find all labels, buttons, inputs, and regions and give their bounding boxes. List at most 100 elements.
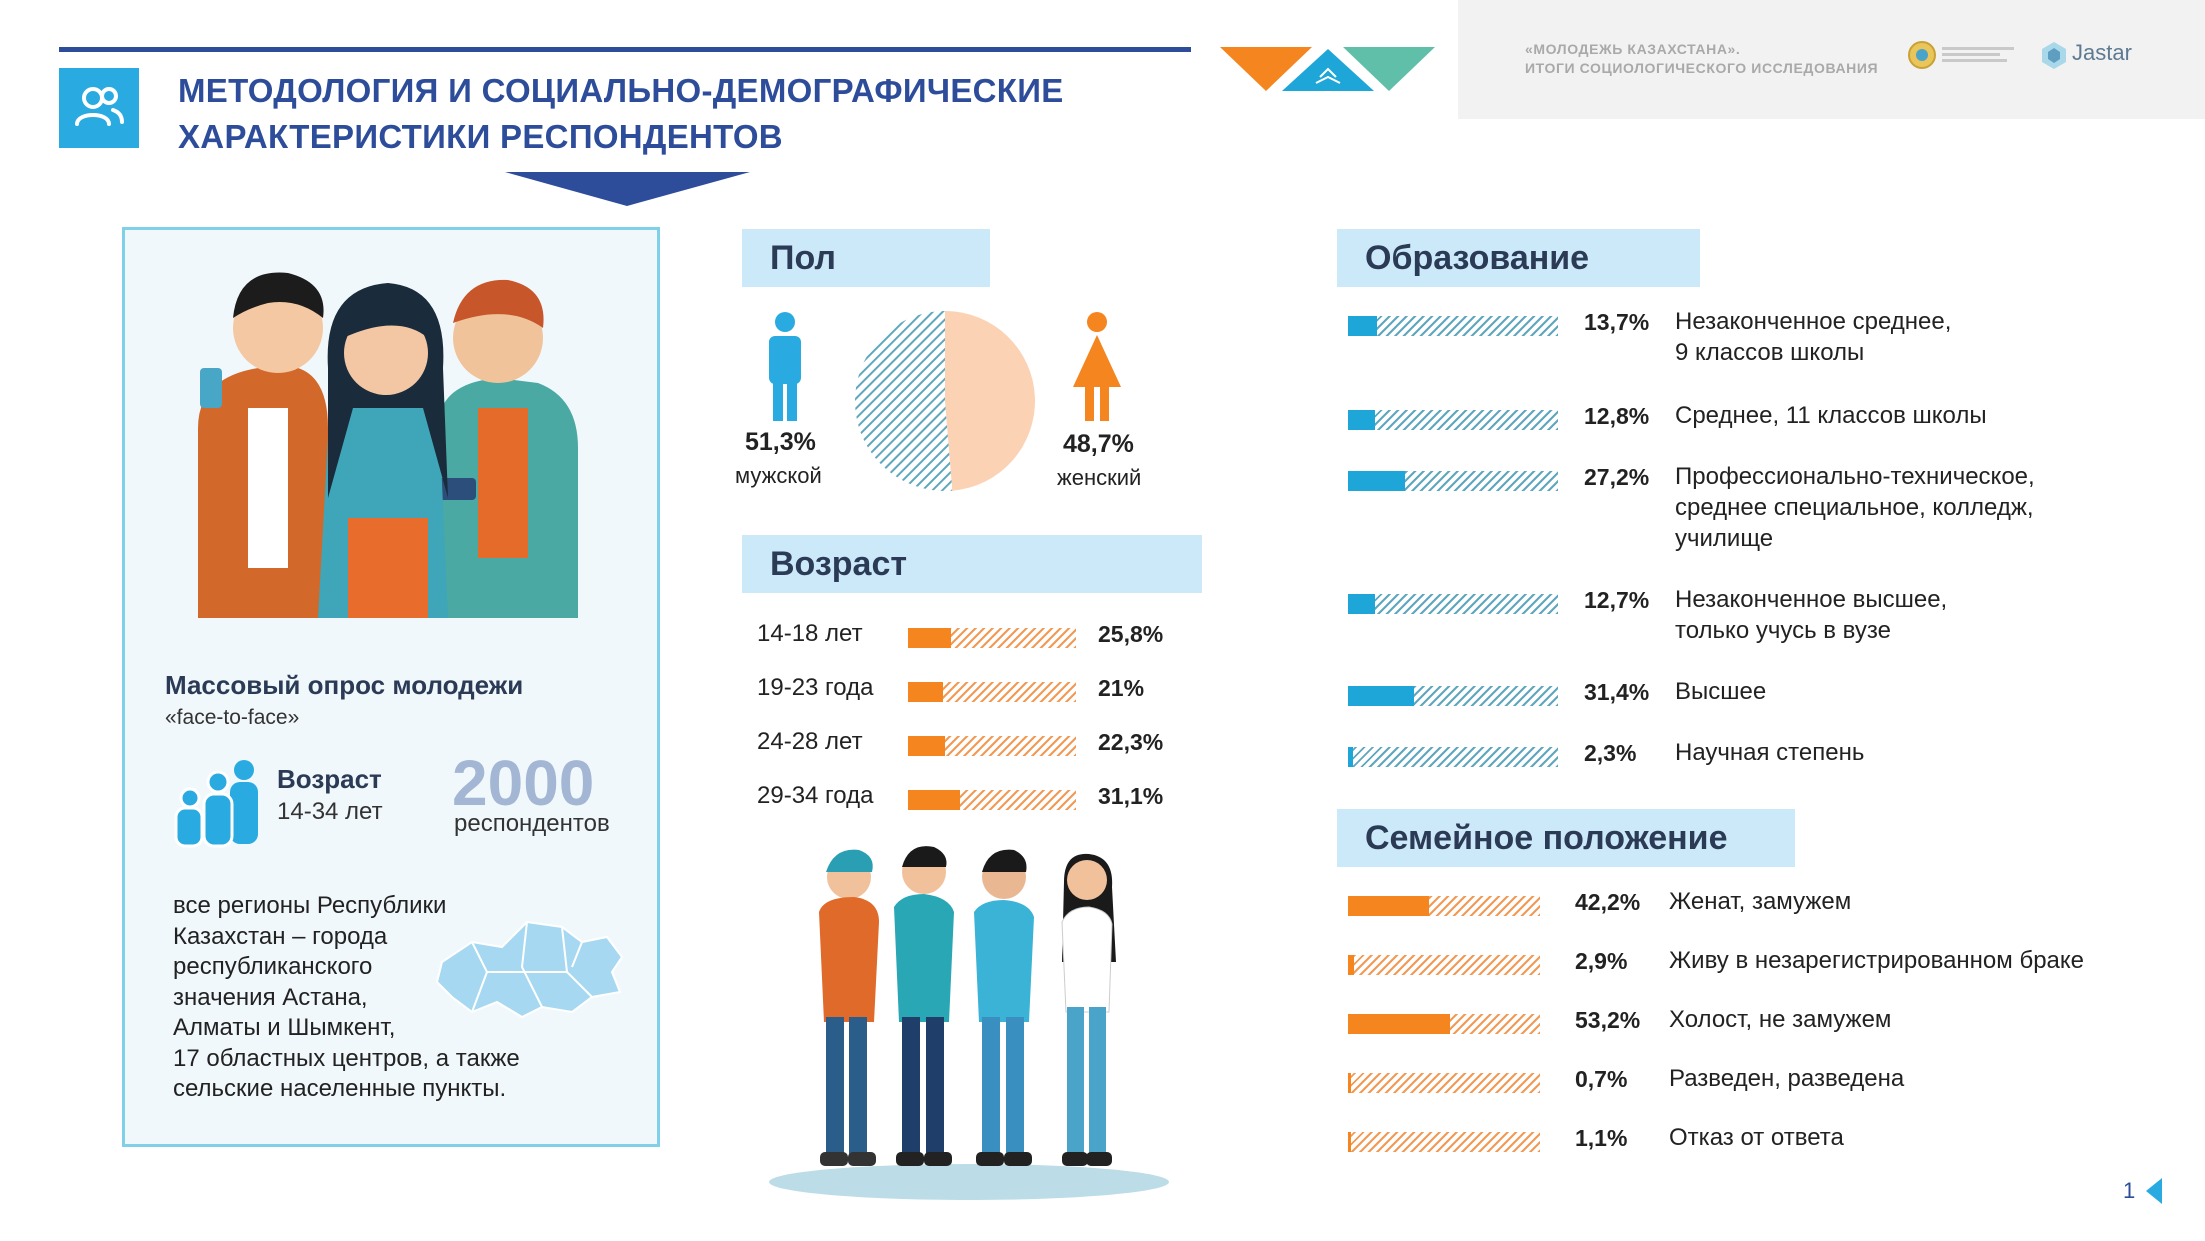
- education-bar-fill: [1348, 471, 1405, 491]
- education-bar-remainder: [1414, 686, 1558, 706]
- page-title: МЕТОДОЛОГИЯ И СОЦИАЛЬНО-ДЕМОГРАФИЧЕСКИЕ …: [178, 68, 1064, 160]
- education-bar-fill: [1348, 747, 1353, 767]
- education-bar-remainder: [1353, 747, 1558, 767]
- emblem-icon: [1908, 41, 1936, 69]
- family-bar-remainder: [1354, 955, 1540, 975]
- family-row-percent: 42,2%: [1575, 889, 1641, 915]
- education-row-label-line: Высшее: [1675, 678, 1767, 705]
- age-heading: Возраст: [742, 535, 1202, 593]
- age-bar-remainder: [945, 736, 1076, 756]
- age-row-label: 24-28 лет: [757, 728, 863, 755]
- education-row-label-line: Научная степень: [1675, 739, 1865, 766]
- regions-line: значения Астана,: [173, 983, 368, 1011]
- age-group-icon: [174, 760, 258, 848]
- education-row-label-line: училище: [1675, 525, 1774, 552]
- education-row-label: Научная степень: [1675, 737, 1864, 768]
- age-bar: [908, 790, 1076, 810]
- jastar-logo-text: Jastar: [2072, 40, 2132, 65]
- education-row-percent: 27,2%: [1584, 464, 1650, 490]
- education-row-percent: 12,8%: [1584, 403, 1650, 429]
- family-row-label: Отказ от ответа: [1669, 1124, 1844, 1151]
- male-percent: 51,3%: [745, 428, 816, 456]
- age-label: Возраст: [277, 764, 382, 794]
- education-bar-fill: [1348, 594, 1375, 614]
- education-row-label-line: Среднее, 11 классов школы: [1675, 402, 1987, 429]
- page-title-line2: ХАРАКТЕРИСТИКИ РЕСПОНДЕНТОВ: [178, 118, 783, 155]
- regions-line: сельские населенные пункты.: [173, 1075, 507, 1102]
- page-marker-icon: [2146, 1178, 2162, 1204]
- survey-type: Массовый опрос молодежи: [165, 670, 524, 700]
- family-bar: [1348, 1014, 1540, 1034]
- age-row-label: 19-23 года: [757, 674, 874, 701]
- education-row-percent: 2,3%: [1584, 740, 1637, 766]
- age-row-percent: 31,1%: [1098, 783, 1164, 809]
- education-bar: [1348, 410, 1558, 430]
- family-bar: [1348, 955, 1540, 975]
- family-row-label: Женат, замужем: [1669, 888, 1852, 915]
- female-percent: 48,7%: [1063, 430, 1134, 458]
- family-bar: [1348, 896, 1540, 916]
- education-row-label: Профессионально-техническое, среднее спец…: [1675, 461, 2035, 554]
- family-bar-remainder: [1450, 1014, 1540, 1034]
- survey-method: «face-to-face»: [165, 706, 300, 729]
- title-arrow-decoration: [505, 172, 750, 206]
- family-bar-fill: [1348, 1073, 1351, 1093]
- male-label: мужской: [735, 463, 822, 488]
- education-bar: [1348, 747, 1558, 767]
- family-row-percent: 0,7%: [1575, 1066, 1628, 1092]
- pie-slice-female: [945, 311, 1036, 491]
- education-row-label: Среднее, 11 классов школы: [1675, 400, 1987, 431]
- family-row-percent: 2,9%: [1575, 948, 1628, 974]
- education-row-label-line: 9 классов школы: [1675, 339, 1865, 366]
- education-row-label: Незаконченное высшее, только учусь в вузе: [1675, 584, 1947, 646]
- education-bar-remainder: [1405, 471, 1558, 491]
- jastar-logo-icon: [2042, 42, 2066, 69]
- study-title-line2: ИТОГИ СОЦИОЛОГИЧЕСКОГО ИССЛЕДОВАНИЯ: [1525, 60, 1879, 76]
- family-bar-fill: [1348, 1014, 1450, 1034]
- education-heading: Образование: [1337, 229, 1700, 287]
- age-bar: [908, 736, 1076, 756]
- family-row-label: Живу в незарегистрированном браке: [1669, 947, 2085, 974]
- age-row-percent: 21%: [1098, 675, 1145, 701]
- regions-line: республиканского: [173, 953, 373, 980]
- teens-group-illustration: [769, 846, 1169, 1200]
- family-row-percent: 53,2%: [1575, 1007, 1641, 1033]
- family-bar-remainder: [1429, 896, 1540, 916]
- age-row-percent: 25,8%: [1098, 621, 1164, 647]
- age-bar: [908, 682, 1076, 702]
- family-bar-fill: [1348, 1132, 1351, 1152]
- education-row-percent: 12,7%: [1584, 587, 1650, 613]
- header-panel: [1458, 0, 2205, 119]
- male-icon: [769, 312, 801, 421]
- age-bar-fill: [908, 790, 960, 810]
- education-bar-remainder: [1375, 594, 1558, 614]
- age-row-label: 29-34 года: [757, 782, 874, 809]
- regions-line: 17 областных центров, а также: [173, 1044, 520, 1072]
- gender-heading: Пол: [742, 229, 990, 287]
- users-icon: [59, 68, 139, 148]
- kazakhstan-map: [435, 920, 624, 1019]
- youth-group-illustration: [198, 272, 578, 618]
- family-row-label: Холост, не замужем: [1669, 1006, 1892, 1033]
- age-range: 14-34 лет: [277, 798, 383, 825]
- age-bar: [908, 628, 1076, 648]
- page-number: 1: [2123, 1178, 2136, 1203]
- age-bar-remainder: [951, 628, 1076, 648]
- age-row-percent: 22,3%: [1098, 729, 1164, 755]
- age-bar-remainder: [960, 790, 1076, 810]
- study-title: «МОЛОДЕЖЬ КАЗАХСТАНА». ИТОГИ СОЦИОЛОГИЧЕ…: [1525, 40, 1878, 78]
- pie-slice-male: [855, 311, 953, 491]
- age-bar-fill: [908, 736, 945, 756]
- regions-text: все регионы Республики Казахстан – город…: [173, 891, 520, 1105]
- education-bar: [1348, 686, 1558, 706]
- education-row-label: Незаконченное среднее, 9 классов школы: [1675, 306, 1951, 368]
- family-bar-fill: [1348, 896, 1429, 916]
- study-title-line1: «МОЛОДЕЖЬ КАЗАХСТАНА».: [1525, 41, 1741, 57]
- regions-line: Алматы и Шымкент,: [173, 1014, 396, 1041]
- respondent-count: 2000: [452, 747, 595, 819]
- education-bar-fill: [1348, 410, 1375, 430]
- female-label: женский: [1057, 465, 1142, 490]
- female-icon: [1073, 312, 1121, 421]
- family-row-percent: 1,1%: [1575, 1125, 1628, 1151]
- education-row-label-line: Незаконченное среднее,: [1675, 308, 1952, 335]
